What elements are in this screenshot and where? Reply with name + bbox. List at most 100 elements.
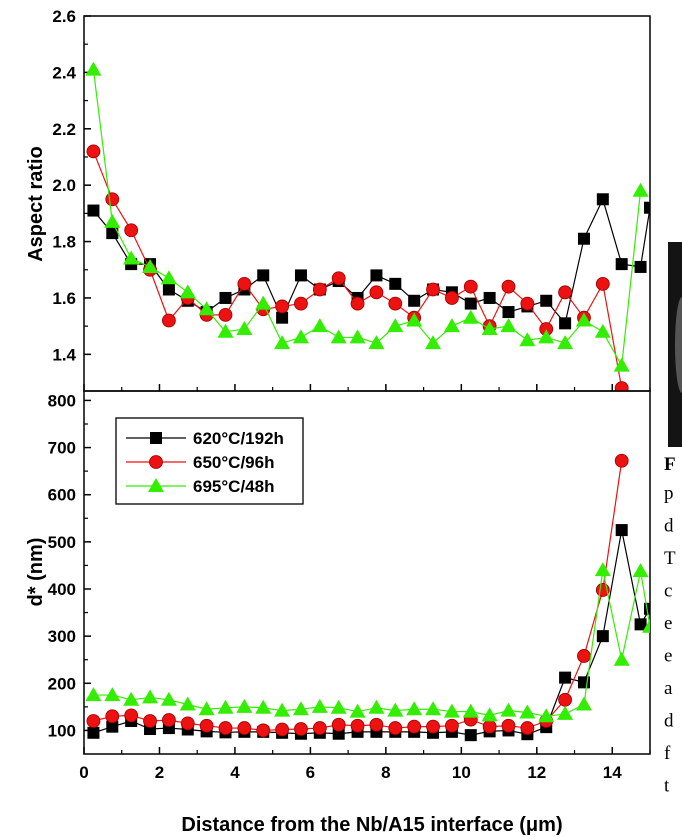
x-tick-label: 10 [452,763,471,782]
bottom-point-620-c-192h [615,524,628,537]
top-point-650-c-96h [426,282,440,297]
top-point-650-c-96h [350,296,365,311]
top-point-695-c-48h [575,312,592,327]
top-point-650-c-96h [369,285,384,300]
x-tick-label: 0 [79,763,88,782]
top-point-695-c-48h [500,318,517,333]
bottom-point-695-c-48h [642,618,650,633]
bottom-point-695-c-48h [443,703,460,718]
x-tick-label: 8 [381,763,390,782]
side-image-fragment [668,242,682,447]
legend-marker-695-c-48h [148,478,164,492]
bottom-point-695-c-48h [425,701,442,716]
top-point-695-c-48h [198,301,215,316]
bottom-point-650-c-96h [199,718,214,733]
top-point-620-c-192h [106,227,119,240]
legend-label-650-c-96h: 650°C/96h [193,453,274,472]
bottom-point-695-c-48h [632,563,649,578]
top-point-695-c-48h [330,329,347,344]
bottom-y-tick-label: 600 [48,486,76,505]
top-point-650-c-96h [501,279,516,294]
top-y-tick-label: 1.4 [52,345,76,364]
legend-marker-620-c-192h [150,432,162,444]
top-point-695-c-48h [104,213,121,228]
top-point-650-c-96h [161,313,176,328]
top-point-650-c-96h [124,223,139,238]
bottom-point-650-c-96h [105,709,120,724]
bottom-point-695-c-48h [594,562,611,577]
bottom-point-650-c-96h [312,721,327,735]
top-point-620-c-192h [370,269,383,282]
top-point-695-c-48h [594,323,611,338]
top-point-695-c-48h [274,335,291,350]
caption-line-fragment: T [664,548,676,569]
bottom-point-695-c-48h [179,696,196,711]
top-point-650-c-96h [331,271,346,286]
top-point-650-c-96h [444,291,459,305]
bottom-point-650-c-96h [369,717,384,732]
bottom-y-tick-label: 500 [48,533,76,552]
bottom-y-axis-title: d* (nm) [25,538,47,607]
bottom-point-695-c-48h [142,689,159,704]
x-axis-title: Distance from the Nb/A15 interface (μm) [181,814,562,836]
top-point-620-c-192h [577,232,590,245]
top-point-620-c-192h [634,260,647,273]
top-point-650-c-96h [312,282,327,297]
top-point-695-c-48h [425,335,442,350]
top-point-650-c-96h [105,192,120,207]
bottom-point-695-c-48h [538,708,555,723]
x-tick-label: 6 [306,763,315,782]
top-point-695-c-48h [462,309,479,324]
grain-size-plot: 100 200 300 400 500 600 700 800 0 2 4 6 8 10 12 14 d* (n… [25,390,651,836]
bottom-point-620-c-192h [106,720,119,733]
caption-line-fragment: d [664,516,674,537]
x-tick-label: 12 [527,763,546,782]
top-point-620-c-192h [219,291,232,304]
top-point-620-c-192h [596,193,609,206]
top-point-620-c-192h [408,294,421,307]
bottom-plot-frame [83,390,651,755]
top-point-650-c-96h [595,276,610,291]
legend-marker-650-c-96h [149,455,163,469]
bottom-point-650-c-96h [256,723,271,738]
x-tick-label: 4 [230,763,240,782]
bottom-point-620-c-192h [464,729,477,742]
side-image-highlight [675,297,682,393]
bottom-point-695-c-48h [613,651,630,666]
top-point-620-c-192h [389,277,402,290]
bottom-point-650-c-96h [558,692,572,707]
legend: 620°C/192h 650°C/96h 695°C/48h [115,417,304,505]
x-tick-label: 14 [603,763,622,782]
legend-box [115,417,304,505]
bottom-point-695-c-48h [406,701,423,716]
bottom-y-tick-label: 400 [48,580,76,599]
caption-line-fragment: e [664,613,672,634]
top-point-695-c-48h [481,320,498,335]
bottom-point-695-c-48h [123,691,140,706]
aspect-ratio-plot: 1.4 1.6 1.8 2.0 2.2 2.4 2.6 Aspect ratio [25,7,651,392]
top-series-line-620-c-192h [92,197,650,325]
top-point-650-c-96h [520,296,535,311]
legend-label-620-c-192h: 620°C/192h [193,429,284,448]
bottom-point-695-c-48h [255,699,272,714]
top-point-620-c-192h [294,269,307,282]
bottom-point-620-c-192h [559,671,572,684]
top-point-695-c-48h [85,61,102,76]
top-point-695-c-48h [292,329,309,344]
bottom-point-695-c-48h [368,699,385,714]
bottom-y-tick-label: 100 [48,721,76,740]
top-point-695-c-48h [632,182,649,197]
top-point-695-c-48h [519,332,536,347]
top-point-695-c-48h [217,323,234,338]
caption-line-fragment: c [664,581,672,602]
bottom-point-650-c-96h [331,717,346,732]
top-series-line-650-c-96h [92,151,623,389]
caption-line-fragment: d [664,711,674,732]
bottom-y-tick-label: 800 [48,391,76,410]
bottom-point-695-c-48h [500,702,517,717]
bottom-point-650-c-96h [143,714,157,728]
top-y-tick-label: 2.4 [52,63,76,82]
legend-label-695-c-48h: 695°C/48h [193,477,274,496]
